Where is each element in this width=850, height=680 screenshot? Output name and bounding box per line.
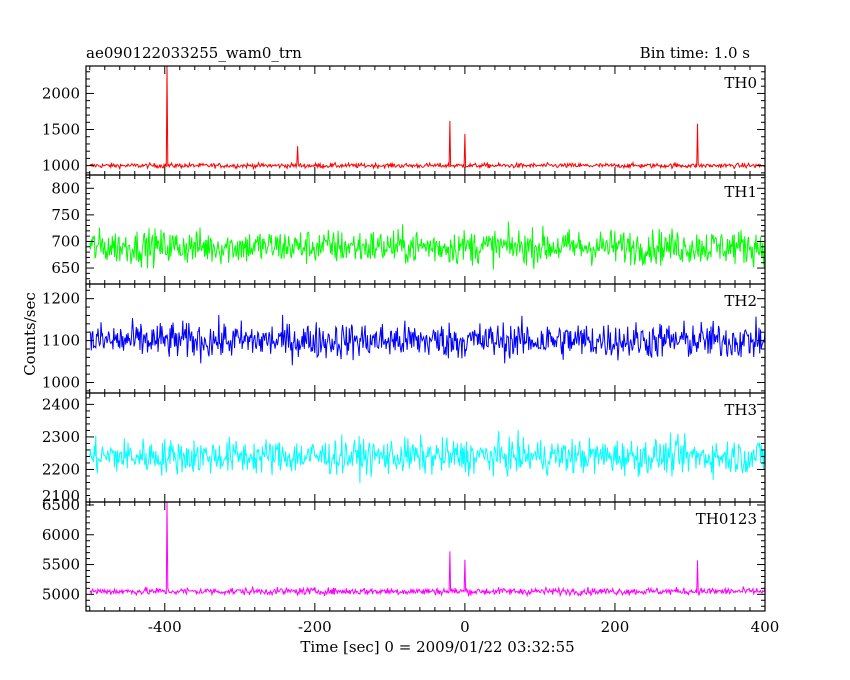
x-tick-label: -400 bbox=[148, 618, 182, 636]
y-tick-label: 6500 bbox=[42, 496, 80, 514]
y-tick-label: 800 bbox=[51, 179, 80, 197]
y-tick-label: 5000 bbox=[42, 585, 80, 603]
series-th2 bbox=[89, 314, 765, 366]
series-th0123 bbox=[89, 502, 765, 598]
y-tick-label: 1200 bbox=[42, 290, 80, 308]
series-th0 bbox=[89, 66, 765, 171]
y-tick-label: 2000 bbox=[42, 84, 80, 102]
x-axis-label: Time [sec] 0 = 2009/01/22 03:32:55 bbox=[0, 638, 850, 656]
series-th3 bbox=[89, 430, 765, 484]
x-tick-label: 200 bbox=[601, 618, 630, 636]
x-tick-label: -200 bbox=[298, 618, 332, 636]
y-tick-label: 2400 bbox=[42, 395, 80, 413]
y-tick-label: 2300 bbox=[42, 428, 80, 446]
panel-label-th0: TH0 bbox=[724, 74, 757, 92]
x-tick-label: 400 bbox=[751, 618, 780, 636]
y-tick-label: 5500 bbox=[42, 556, 80, 574]
y-tick-label: 2100 bbox=[42, 487, 80, 505]
series-th1 bbox=[89, 221, 765, 270]
panel-label-th2: TH2 bbox=[724, 292, 757, 310]
panel-label-th1: TH1 bbox=[724, 183, 757, 201]
y-tick-label: 1500 bbox=[42, 121, 80, 139]
panel-frame-th0 bbox=[85, 65, 766, 176]
panel-frame-th1 bbox=[85, 174, 766, 285]
y-tick-label: 6000 bbox=[42, 526, 80, 544]
panel-label-th0123: TH0123 bbox=[696, 510, 757, 528]
y-tick-label: 650 bbox=[51, 259, 80, 277]
y-tick-label: 2200 bbox=[42, 460, 80, 478]
bin-time-label: Bin time: 1.0 s bbox=[639, 44, 750, 62]
panel-frame-th0123 bbox=[85, 501, 766, 612]
y-tick-label: 1100 bbox=[42, 332, 80, 350]
y-axis-label: Counts/sec bbox=[21, 292, 39, 376]
panel-label-th3: TH3 bbox=[724, 401, 757, 419]
x-axis-label-text: Time [sec] 0 = 2009/01/22 03:32:55 bbox=[300, 638, 575, 656]
y-tick-label: 700 bbox=[51, 232, 80, 250]
y-tick-label: 1000 bbox=[42, 157, 80, 175]
y-tick-label: 1000 bbox=[42, 374, 80, 392]
x-tick-label: 0 bbox=[460, 618, 470, 636]
y-tick-label: 750 bbox=[51, 206, 80, 224]
chart-title: ae090122033255_wam0_trn bbox=[86, 44, 302, 62]
